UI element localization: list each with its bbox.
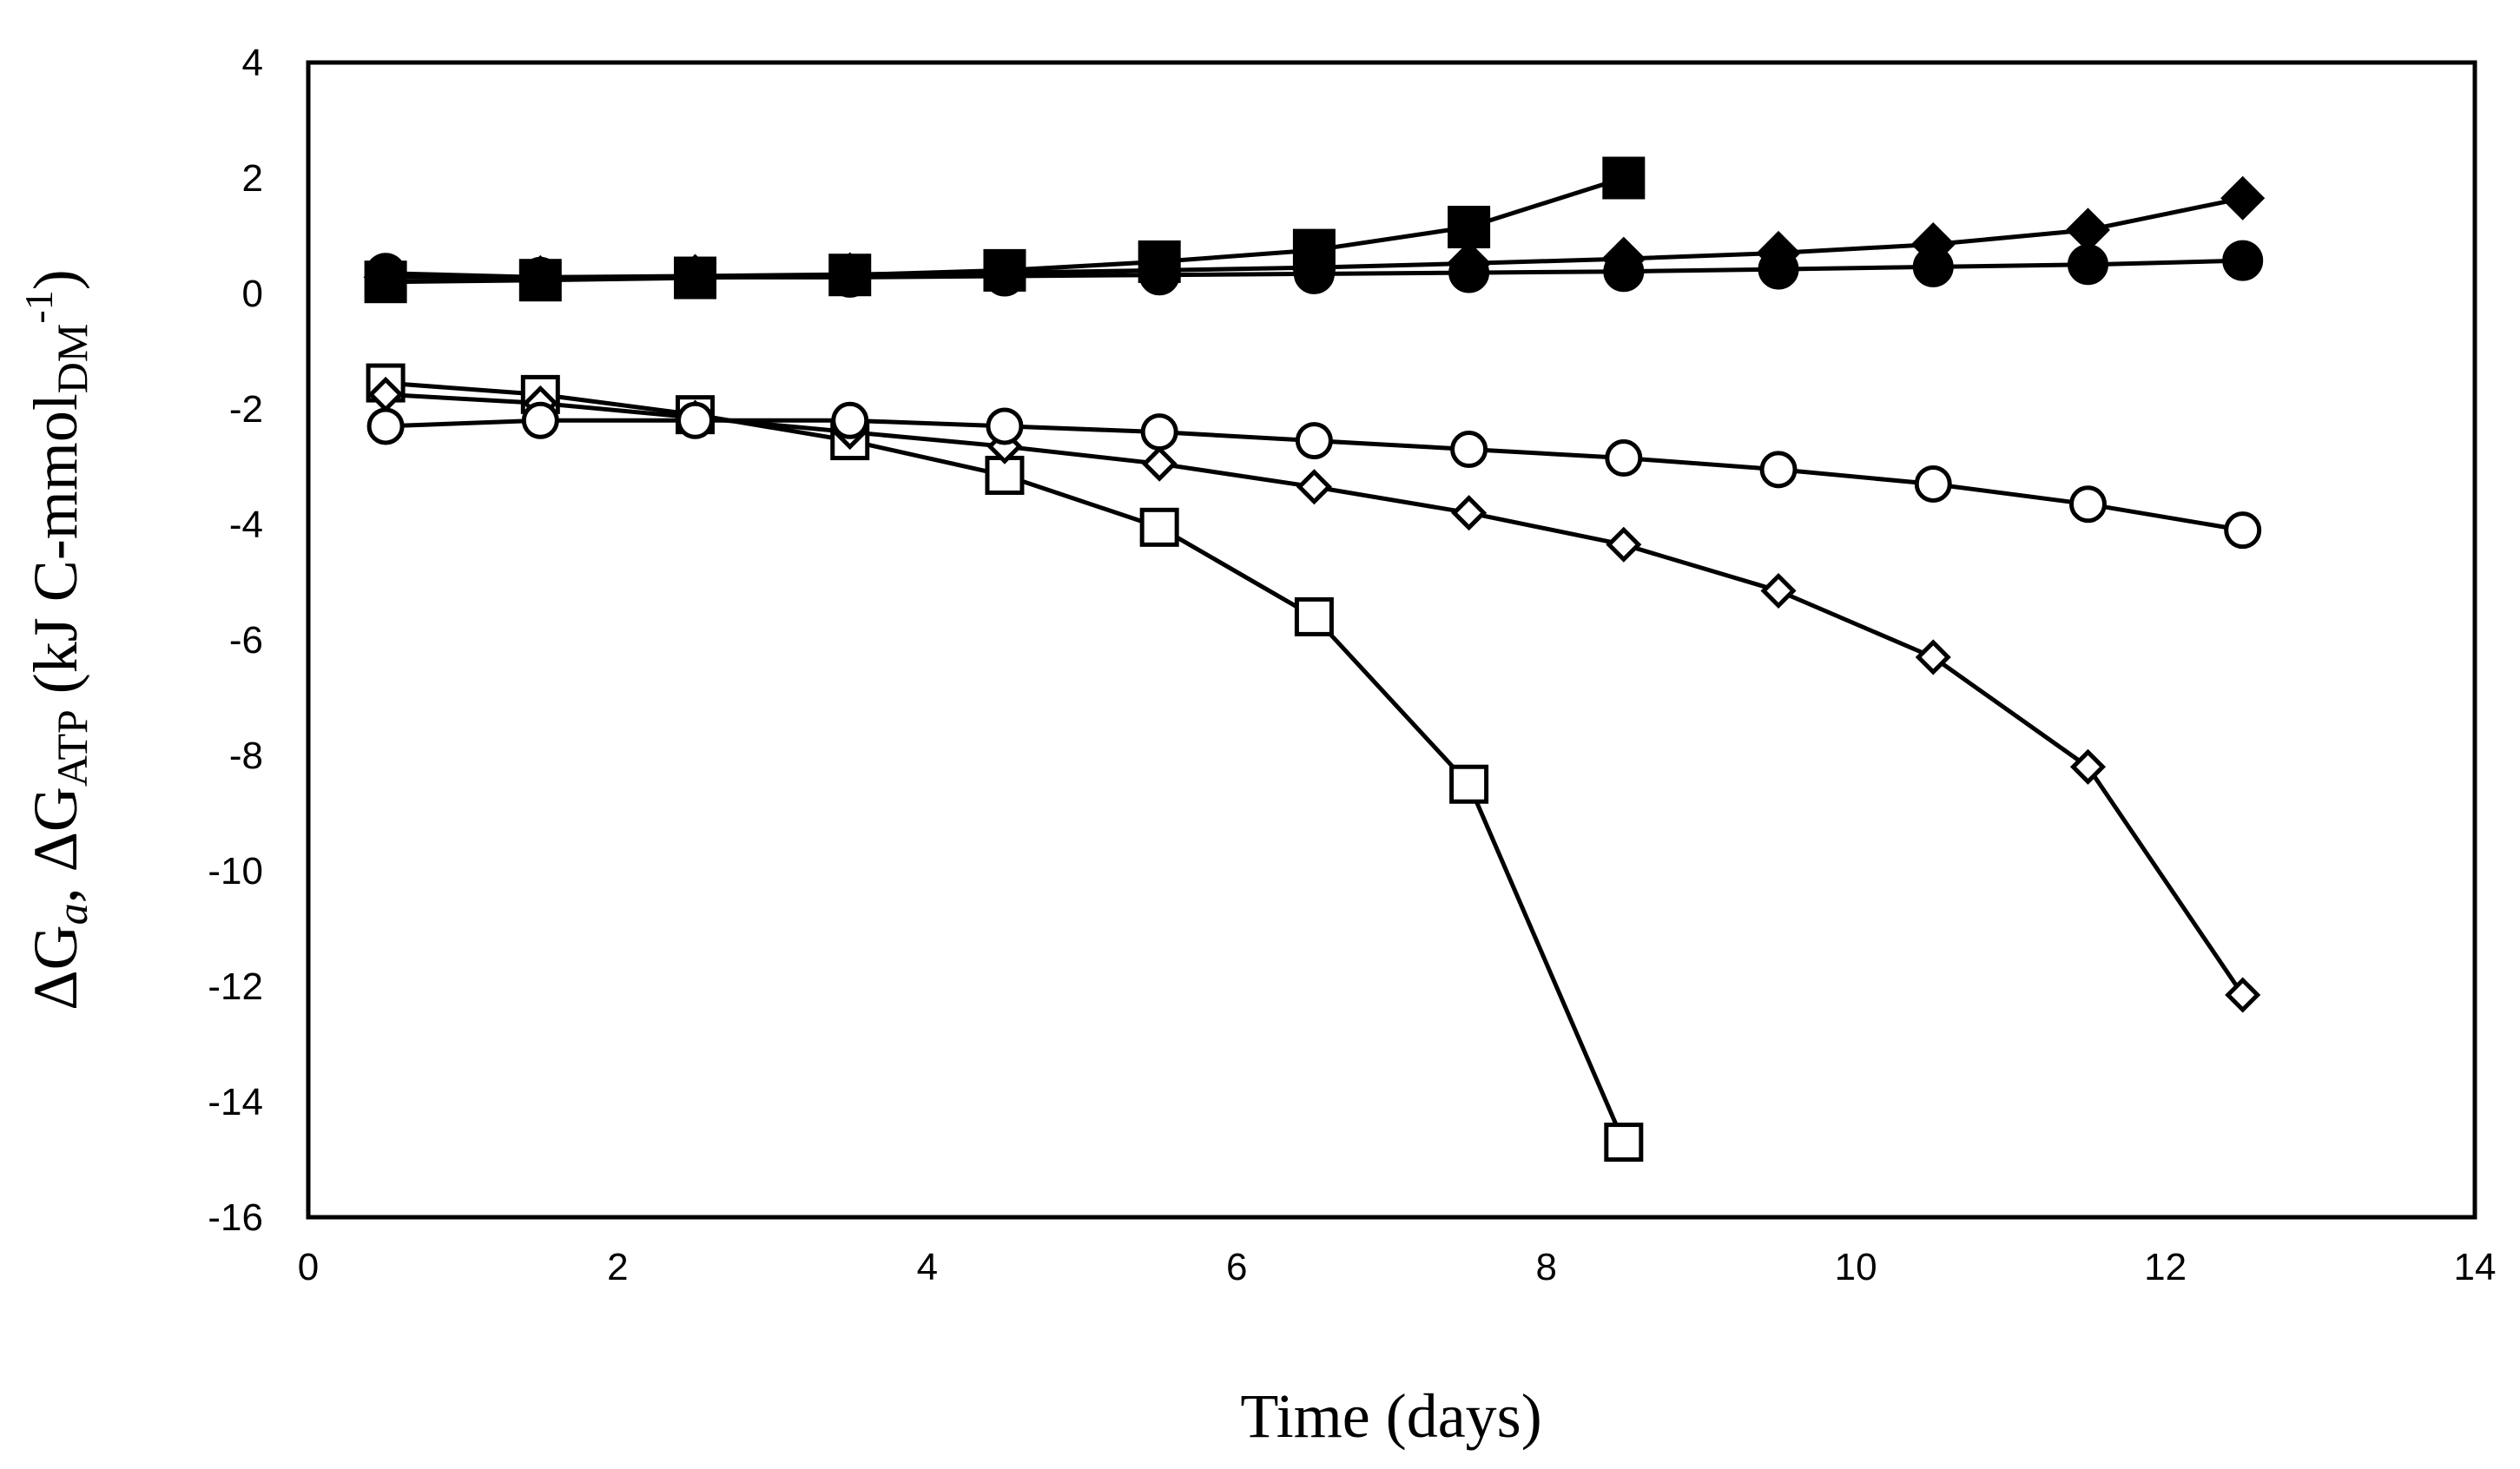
- point-open-circle: [1450, 431, 1488, 469]
- y-tick-label: 0: [242, 273, 263, 315]
- point-open-circle: [1759, 451, 1798, 489]
- y-tick-label: 2: [242, 157, 263, 200]
- point-filled-circle: [1758, 248, 1799, 290]
- point-open-square: [1139, 507, 1179, 547]
- point-open-circle: [521, 401, 559, 439]
- y-title-delta-2: ΔG: [21, 787, 90, 872]
- point-filled-circle: [365, 253, 406, 294]
- point-open-circle: [1295, 422, 1333, 460]
- y-axis-title: ΔGa, ΔGATP (kJ C-mmolDM-1): [16, 269, 96, 1010]
- point-open-circle: [1605, 439, 1643, 478]
- series-layer: [363, 156, 2266, 1163]
- y-tick-label: -12: [208, 965, 263, 1008]
- x-axis-title: Time (days): [1240, 1381, 1541, 1451]
- y-title-unit-open: (kJ C-mmol: [21, 393, 90, 709]
- y-tick-label: -10: [208, 850, 263, 893]
- series-markers-filled-circle: [365, 240, 2264, 298]
- y-tick-label: -16: [208, 1196, 263, 1239]
- tick-layer: 0 2 4 6 8 10 12 14 4 2 0 -2 -4 -6 -8 -10 -12 -14 -16: [208, 42, 2496, 1288]
- point-filled-circle: [1293, 253, 1335, 294]
- point-filled-circle: [984, 255, 1026, 297]
- y-title-sep: ,: [21, 872, 90, 903]
- point-open-diamond: [2069, 748, 2106, 785]
- y-tick-label: -6: [229, 619, 263, 662]
- y-tick-label: -2: [229, 388, 263, 431]
- point-open-diamond: [1915, 639, 1951, 675]
- point-filled-diamond: [2220, 175, 2266, 221]
- point-open-circle: [1914, 464, 1952, 503]
- y-title-sub-a: a: [48, 903, 96, 925]
- point-filled-circle: [1138, 254, 1180, 296]
- point-filled-circle: [829, 256, 871, 298]
- y-tick-label: -4: [229, 504, 263, 546]
- x-tick-label: 0: [298, 1246, 319, 1288]
- point-open-circle: [831, 401, 869, 439]
- point-filled-circle: [1912, 246, 1954, 287]
- point-open-square: [1604, 1123, 1644, 1163]
- point-open-diamond: [1451, 495, 1488, 531]
- y-title-delta-1: ΔG: [21, 925, 90, 1010]
- point-open-square: [1449, 764, 1489, 804]
- x-tick-label: 6: [1226, 1246, 1247, 1288]
- point-open-circle: [676, 401, 715, 439]
- x-tick-label: 4: [917, 1246, 938, 1288]
- point-open-circle: [366, 407, 405, 445]
- y-title-sub-atp: ATP: [48, 709, 96, 787]
- point-open-diamond: [1760, 572, 1797, 609]
- x-tick-label: 2: [607, 1246, 628, 1288]
- point-open-circle: [1140, 413, 1178, 451]
- y-tick-label: 4: [242, 42, 263, 84]
- x-tick-label: 8: [1535, 1246, 1556, 1288]
- x-tick-label: 14: [2454, 1246, 2497, 1288]
- point-filled-circle: [519, 256, 561, 298]
- x-tick-label: 12: [2144, 1246, 2187, 1288]
- plot-area-frame: [306, 60, 2477, 1220]
- point-open-diamond: [1606, 526, 1642, 563]
- point-open-square: [1294, 596, 1334, 636]
- point-open-diamond: [1141, 445, 1178, 482]
- point-open-circle: [2224, 511, 2262, 550]
- point-filled-circle: [2067, 244, 2108, 286]
- point-open-square: [985, 455, 1025, 495]
- point-open-diamond: [1296, 469, 1332, 505]
- point-open-circle: [2068, 485, 2107, 524]
- point-filled-square: [1448, 206, 1491, 249]
- x-tick-label: 10: [1835, 1246, 1877, 1288]
- svg-text:ΔGa, ΔGATP (kJ C-mmolDM-1): ΔGa, ΔGATP (kJ C-mmolDM-1): [16, 269, 96, 1010]
- point-filled-circle: [675, 256, 716, 298]
- point-open-diamond: [2225, 977, 2261, 1013]
- y-title-sub-dm: DM: [48, 324, 96, 394]
- point-filled-circle: [1603, 251, 1645, 293]
- y-title-unit-close: ): [21, 269, 90, 290]
- point-filled-square: [1602, 156, 1646, 200]
- point-filled-circle: [1448, 252, 1490, 293]
- point-open-circle: [986, 407, 1024, 445]
- y-tick-label: -8: [229, 734, 263, 777]
- point-filled-circle: [2222, 240, 2264, 281]
- y-title-sup-minus-one: -1: [16, 290, 61, 323]
- y-tick-label: -14: [208, 1081, 263, 1123]
- series-markers-open-circle: [366, 401, 2262, 550]
